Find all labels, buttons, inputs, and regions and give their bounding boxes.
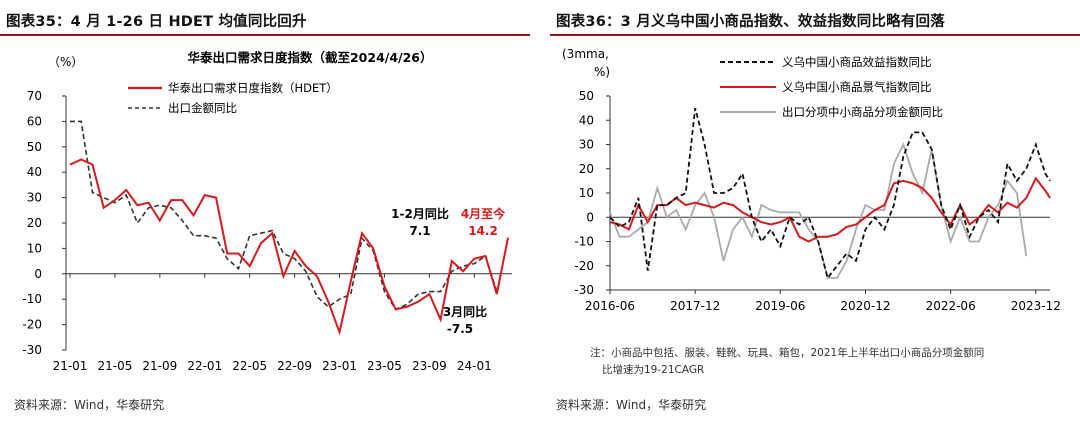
right-x-tick-label: 2017-12 — [670, 299, 720, 313]
right-y-unit-line1: (3mma, — [562, 47, 609, 61]
legend-label-benefit: 义乌中国小商品效益指数同比 — [782, 55, 932, 69]
right-x-tick-label: 2019-06 — [755, 299, 805, 313]
left-x-tick-label: 23-09 — [412, 359, 447, 373]
legend-label-export: 出口金额同比 — [168, 101, 237, 115]
annotation-mar-value: -7.5 — [447, 322, 473, 336]
left-x-tick-label: 23-05 — [367, 359, 402, 373]
left-x-tick-label: 22-05 — [232, 359, 267, 373]
right-y-tick-label: 50 — [579, 89, 594, 103]
left-annotations: 1-2月同比 7.1 4月至今 14.2 3月同比 -7.5 — [391, 206, 506, 336]
right-y-tick-label: -20 — [574, 259, 594, 273]
annotation-jan-feb-label: 1-2月同比 — [391, 206, 449, 221]
right-y-tick-label: 40 — [579, 113, 594, 127]
series-line-hdet — [69, 158, 509, 336]
right-y-tick-label: 30 — [579, 138, 594, 152]
right-x-tick-label: 2022-06 — [926, 299, 976, 313]
left-x-tick-label: 21-09 — [142, 359, 177, 373]
right-legend: 义乌中国小商品效益指数同比 义乌中国小商品景气指数同比 出口分项中小商品分项金额… — [720, 55, 943, 119]
left-legend: 华泰出口需求日度指数（HDET） 出口金额同比 — [128, 81, 338, 115]
left-chart-svg: 华泰出口需求日度指数（截至2024/4/26） （%） 华泰出口需求日度指数（H… — [22, 50, 512, 373]
annotation-mar-label: 3月同比 — [443, 304, 487, 319]
left-x-axis: 21-01 21-05 21-09 22-01 22-05 22-09 23-01 23-05… — [53, 273, 492, 373]
left-y-tick-label: 60 — [27, 114, 42, 128]
right-x-tick-label: 2016-06 — [585, 299, 635, 313]
left-x-tick-label: 22-01 — [187, 359, 222, 373]
right-y-tick-label: 10 — [579, 186, 594, 200]
series-line-export — [70, 120, 498, 311]
left-source-note: 资料来源：Wind，华泰研究 — [14, 398, 165, 412]
right-x-axis: 2016-06 2017-12 2019-06 2020-12 2022-06 2023-… — [585, 290, 1061, 313]
left-y-tick-label: -30 — [22, 343, 42, 357]
right-x-tick-label: 2020-12 — [840, 299, 890, 313]
left-x-tick-label: 21-05 — [97, 359, 132, 373]
left-y-tick-label: 10 — [27, 241, 42, 255]
right-footnote-line1: 注：小商品中包括、服装、鞋靴、玩具、箱包，2021年上半年出口小商品分项金额同 — [590, 346, 984, 359]
left-y-tick-label: -20 — [22, 318, 42, 332]
series-line-benefit — [609, 107, 1051, 280]
left-title-rule — [0, 34, 530, 36]
left-figure-title: 图表35：4 月 1-26 日 HDET 均值同比回升 — [6, 14, 307, 30]
right-y-tick-label: -30 — [574, 283, 594, 297]
left-chart-panel: 图表35：4 月 1-26 日 HDET 均值同比回升 华泰出口需求日度指数（截… — [0, 0, 530, 423]
left-y-tick-label: 30 — [27, 191, 42, 205]
left-y-tick-label: 70 — [27, 89, 42, 103]
right-footnote-line2: 比增速为19-21CAGR — [602, 363, 704, 376]
left-y-tick-label: 20 — [27, 216, 42, 230]
left-x-tick-label: 24-01 — [457, 359, 492, 373]
right-y-tick-label: 20 — [579, 162, 594, 176]
left-y-tick-label: 40 — [27, 165, 42, 179]
right-chart-svg: (3mma, %) 义乌中国小商品效益指数同比 义乌中国小商品景气指数同比 出口… — [562, 47, 1061, 376]
right-y-tick-label: -10 — [574, 235, 594, 249]
left-y-unit: （%） — [48, 55, 83, 69]
left-x-tick-label: 22-09 — [277, 359, 312, 373]
right-source-note: 资料来源：Wind，华泰研究 — [556, 398, 707, 412]
right-y-axis: 50 40 30 20 10 0 -10 -20 -30 — [574, 89, 610, 297]
right-chart-panel: 图表36：3 月义乌中国小商品指数、效益指数同比略有回落 (3mma, %) 义… — [550, 0, 1080, 423]
left-y-tick-label: 0 — [34, 267, 42, 281]
annotation-apr-label: 4月至今 — [461, 206, 506, 221]
right-title-rule — [550, 34, 1080, 36]
annotation-apr-value: 14.2 — [468, 224, 498, 238]
annotation-jan-feb-value: 7.1 — [409, 224, 430, 238]
left-x-tick-label: 21-01 — [53, 359, 88, 373]
right-figure-title: 图表36：3 月义乌中国小商品指数、效益指数同比略有回落 — [556, 14, 945, 30]
left-y-axis: 70 60 50 40 30 20 10 0 -10 -20 -30 — [22, 89, 66, 357]
left-y-tick-label: 50 — [27, 140, 42, 154]
left-x-tick-label: 23-01 — [322, 359, 357, 373]
right-y-tick-label: 0 — [586, 210, 594, 224]
left-y-tick-label: -10 — [22, 292, 42, 306]
legend-label-climate: 义乌中国小商品景气指数同比 — [782, 80, 932, 94]
left-chart-title: 华泰出口需求日度指数（截至2024/4/26） — [187, 50, 432, 65]
right-y-unit-line2: %) — [594, 65, 610, 79]
right-x-tick-label: 2023-12 — [1011, 299, 1061, 313]
legend-label-hdet: 华泰出口需求日度指数（HDET） — [168, 81, 338, 95]
legend-label-export-small: 出口分项中小商品分项金额同比 — [782, 105, 943, 119]
